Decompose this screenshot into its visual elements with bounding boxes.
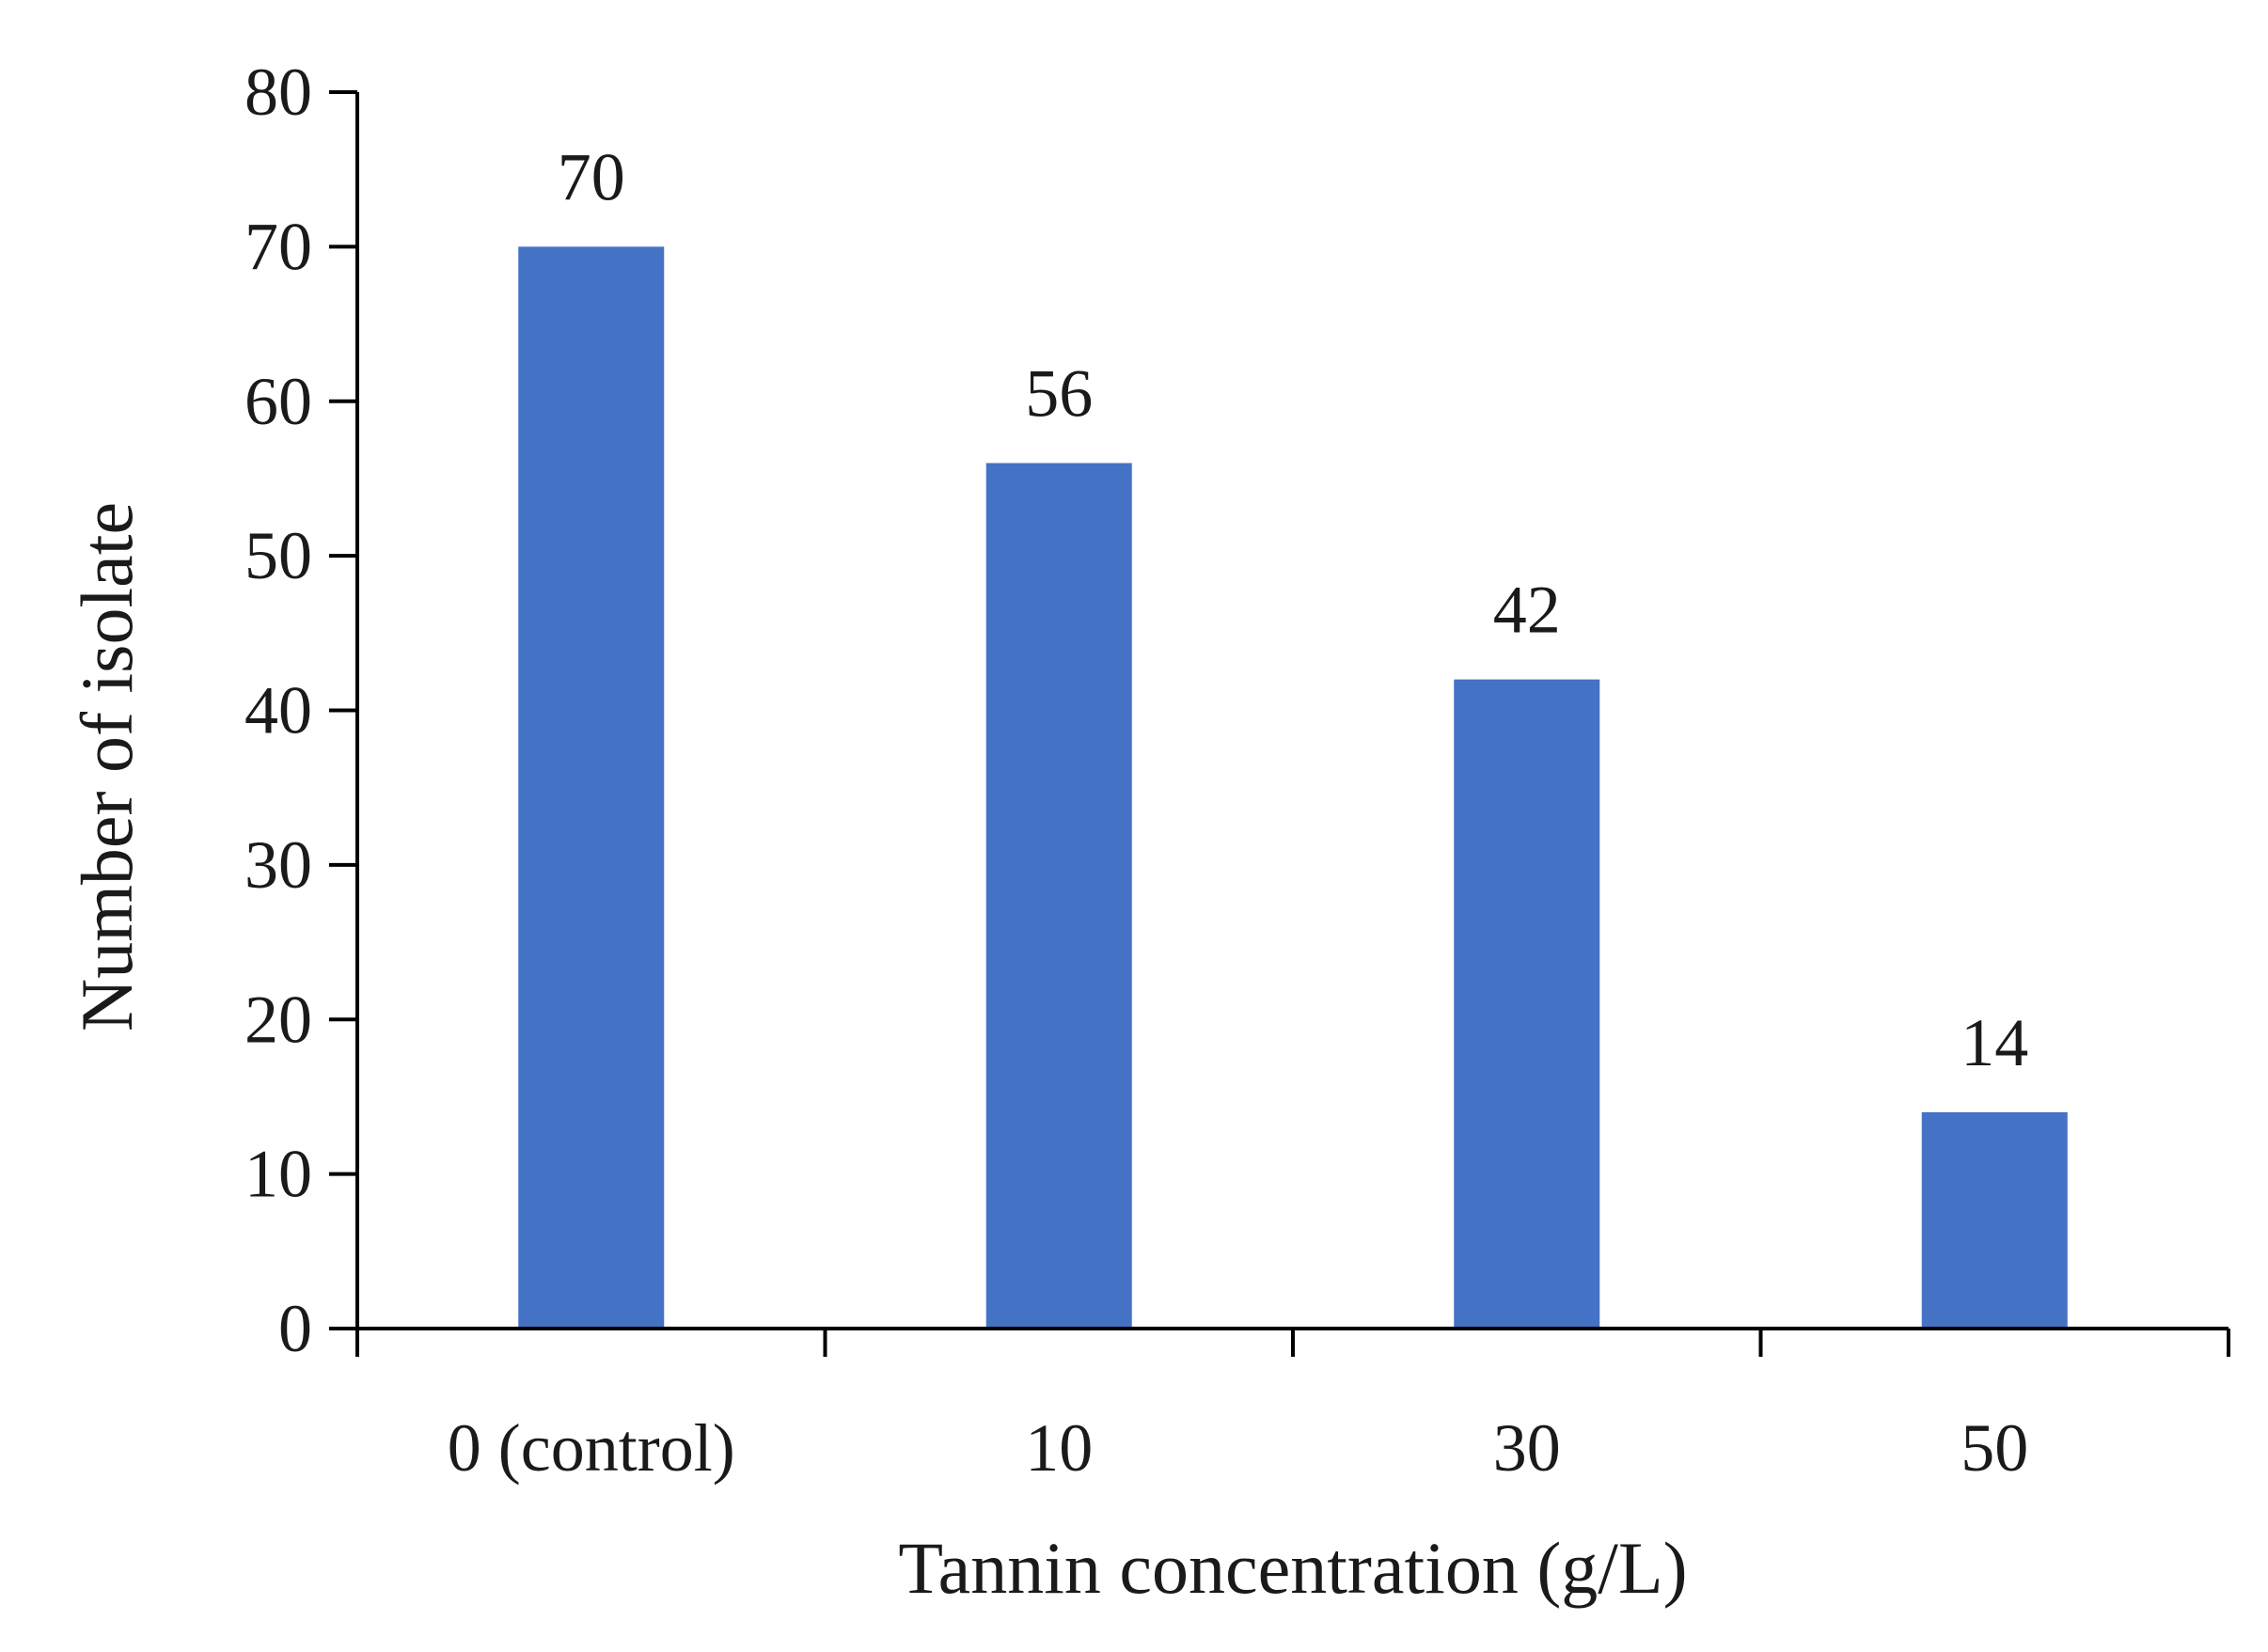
bar-series (518, 246, 2068, 1329)
data-labels: 70 56 42 14 (558, 139, 2029, 1080)
x-tick-label: 0 (control) (448, 1410, 735, 1486)
y-tick-label: 50 (244, 518, 312, 593)
bar (1921, 1111, 2068, 1329)
y-tick-label: 30 (244, 827, 312, 903)
bar (985, 463, 1132, 1329)
bar-data-label: 42 (1493, 573, 1561, 648)
x-tick-label: 10 (1025, 1410, 1093, 1486)
bar-data-label: 56 (1025, 356, 1093, 432)
y-tick-label: 60 (244, 364, 312, 439)
y-tick-label: 20 (244, 982, 312, 1057)
bar (518, 246, 665, 1329)
y-tick-label: 10 (244, 1137, 312, 1212)
y-tick-label: 70 (244, 209, 312, 284)
x-tick-label: 50 (1961, 1410, 2028, 1486)
y-tick-label: 80 (244, 55, 312, 130)
x-axis-ticks: 0 (control) 10 30 50 (355, 1329, 2230, 1486)
bar-data-label: 70 (558, 139, 625, 214)
x-axis-title: Tannin concentration (g/L) (898, 1527, 1687, 1609)
y-axis-title: Number of isolate (66, 502, 148, 1031)
y-tick-label: 0 (278, 1291, 312, 1366)
bar-data-label: 14 (1961, 1005, 2028, 1080)
x-tick-label: 30 (1493, 1410, 1561, 1486)
y-axis-ticks: 0 10 20 30 40 50 60 70 80 (244, 55, 357, 1366)
bar (1454, 679, 1600, 1329)
y-tick-label: 40 (244, 673, 312, 748)
